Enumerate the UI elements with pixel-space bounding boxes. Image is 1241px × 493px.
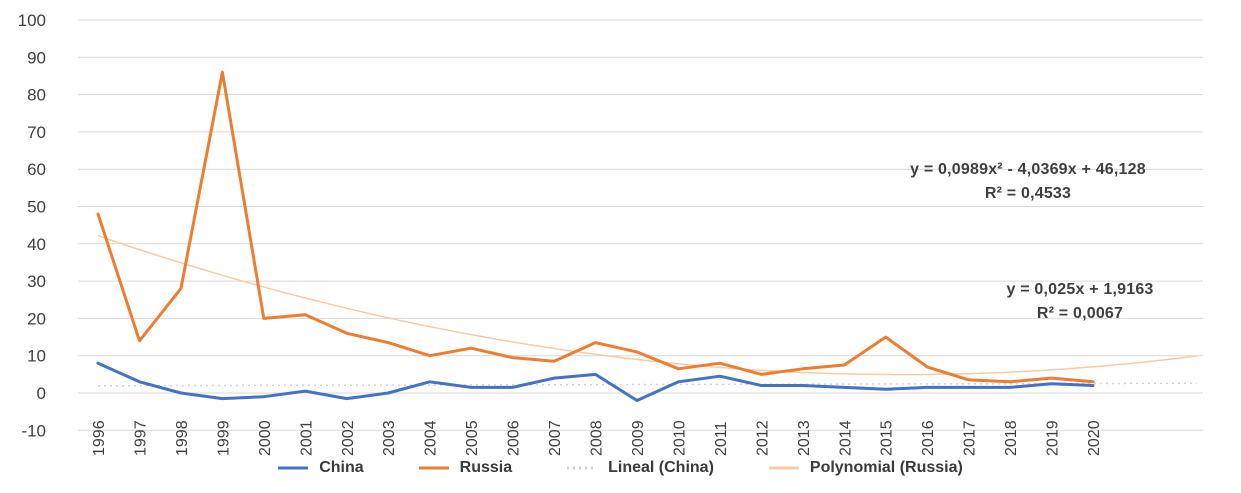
y-axis-tick-label: 60: [27, 160, 46, 179]
legend-label-china: China: [319, 459, 364, 476]
polynomial-russia-legend-marker-icon: [768, 466, 799, 470]
y-axis-tick-label: 80: [27, 86, 46, 105]
polynomial-r2-text: R² = 0,4533: [984, 185, 1072, 202]
x-axis-tick-label: 2012: [754, 420, 771, 456]
legend-item-russia: Russia: [418, 459, 513, 477]
russia-legend-marker-icon: [418, 466, 449, 470]
x-axis-tick-label: 2003: [381, 420, 398, 456]
x-axis-tick-label: 2007: [547, 420, 564, 456]
legend-item-lineal-china: Lineal (China): [567, 459, 714, 477]
polynomial-russia-trendline: [97, 234, 1197, 376]
polynomial-equation-annotation: y = 0,0989x² - 4,0369x + 46,128 R² = 0,4…: [848, 158, 1208, 206]
legend-label-lineal-china: Lineal (China): [608, 459, 714, 476]
lineal-equation-annotation: y = 0,025x + 1,9163 R² = 0,0067: [900, 278, 1241, 326]
x-axis-tick-label: 2004: [423, 420, 440, 456]
x-axis-tick-label: 2006: [506, 420, 523, 456]
x-axis-tick-label: 2011: [713, 421, 730, 456]
x-axis-tick-label: 2018: [1003, 420, 1020, 456]
chart-legend: China Russia Lineal (China) Polynomial (Rus…: [0, 453, 1241, 483]
y-axis-tick-label: 70: [27, 123, 46, 142]
x-axis-tick-label: 2005: [464, 420, 481, 456]
lineal-equation-text: y = 0,025x + 1,9163: [1006, 281, 1154, 298]
y-axis-tick-label: 90: [27, 48, 46, 67]
x-axis-tick-label: 2015: [879, 420, 896, 456]
china-legend-marker-icon: [278, 466, 309, 470]
china-series-line: [96, 361, 1095, 402]
y-axis-tick-label: 10: [27, 347, 46, 366]
y-axis-tick-label: -10: [21, 421, 46, 440]
x-axis-tick-label: 2010: [671, 420, 688, 456]
x-axis-tick-label: 2013: [796, 420, 813, 456]
x-axis-tick-label: 2001: [298, 420, 315, 456]
x-axis-tick-label: 2002: [340, 420, 357, 456]
x-axis-tick-label: 2016: [920, 420, 937, 456]
polynomial-equation-text: y = 0,0989x² - 4,0369x + 46,128: [910, 161, 1146, 178]
y-axis-tick-label: 20: [27, 309, 46, 328]
x-axis-tick-label: 2008: [589, 420, 606, 456]
lineal-r2-text: R² = 0,0067: [1036, 305, 1124, 322]
y-axis-tick-label: 50: [27, 198, 46, 217]
x-axis-tick-label: 2017: [962, 420, 979, 456]
x-axis-tick-label: 2014: [837, 420, 854, 456]
y-axis-tick-label: 30: [27, 272, 46, 291]
x-axis-tick-label: 1999: [215, 420, 232, 456]
legend-label-polynomial-russia: Polynomial (Russia): [809, 459, 963, 476]
x-axis-tick-label: 2009: [630, 420, 647, 456]
x-axis-tick-label: 1996: [91, 420, 108, 456]
russia-series-line: [96, 70, 1095, 384]
x-axis-tick-label: 2020: [1086, 420, 1103, 456]
y-axis-tick-label: 40: [27, 235, 46, 254]
x-axis-tick-label: 1997: [132, 420, 149, 456]
legend-label-russia: Russia: [459, 459, 513, 476]
legend-item-polynomial-russia: Polynomial (Russia): [768, 459, 963, 477]
x-axis-tick-label: 1998: [174, 420, 191, 456]
x-axis-tick-label: 2000: [257, 420, 274, 456]
legend-item-china: China: [278, 459, 364, 477]
y-axis-tick-label: 0: [37, 384, 46, 403]
x-axis-tick-label: 2019: [1045, 420, 1062, 456]
y-axis-tick-label: 100: [18, 11, 46, 30]
lineal-china-legend-marker-icon: [567, 466, 598, 470]
